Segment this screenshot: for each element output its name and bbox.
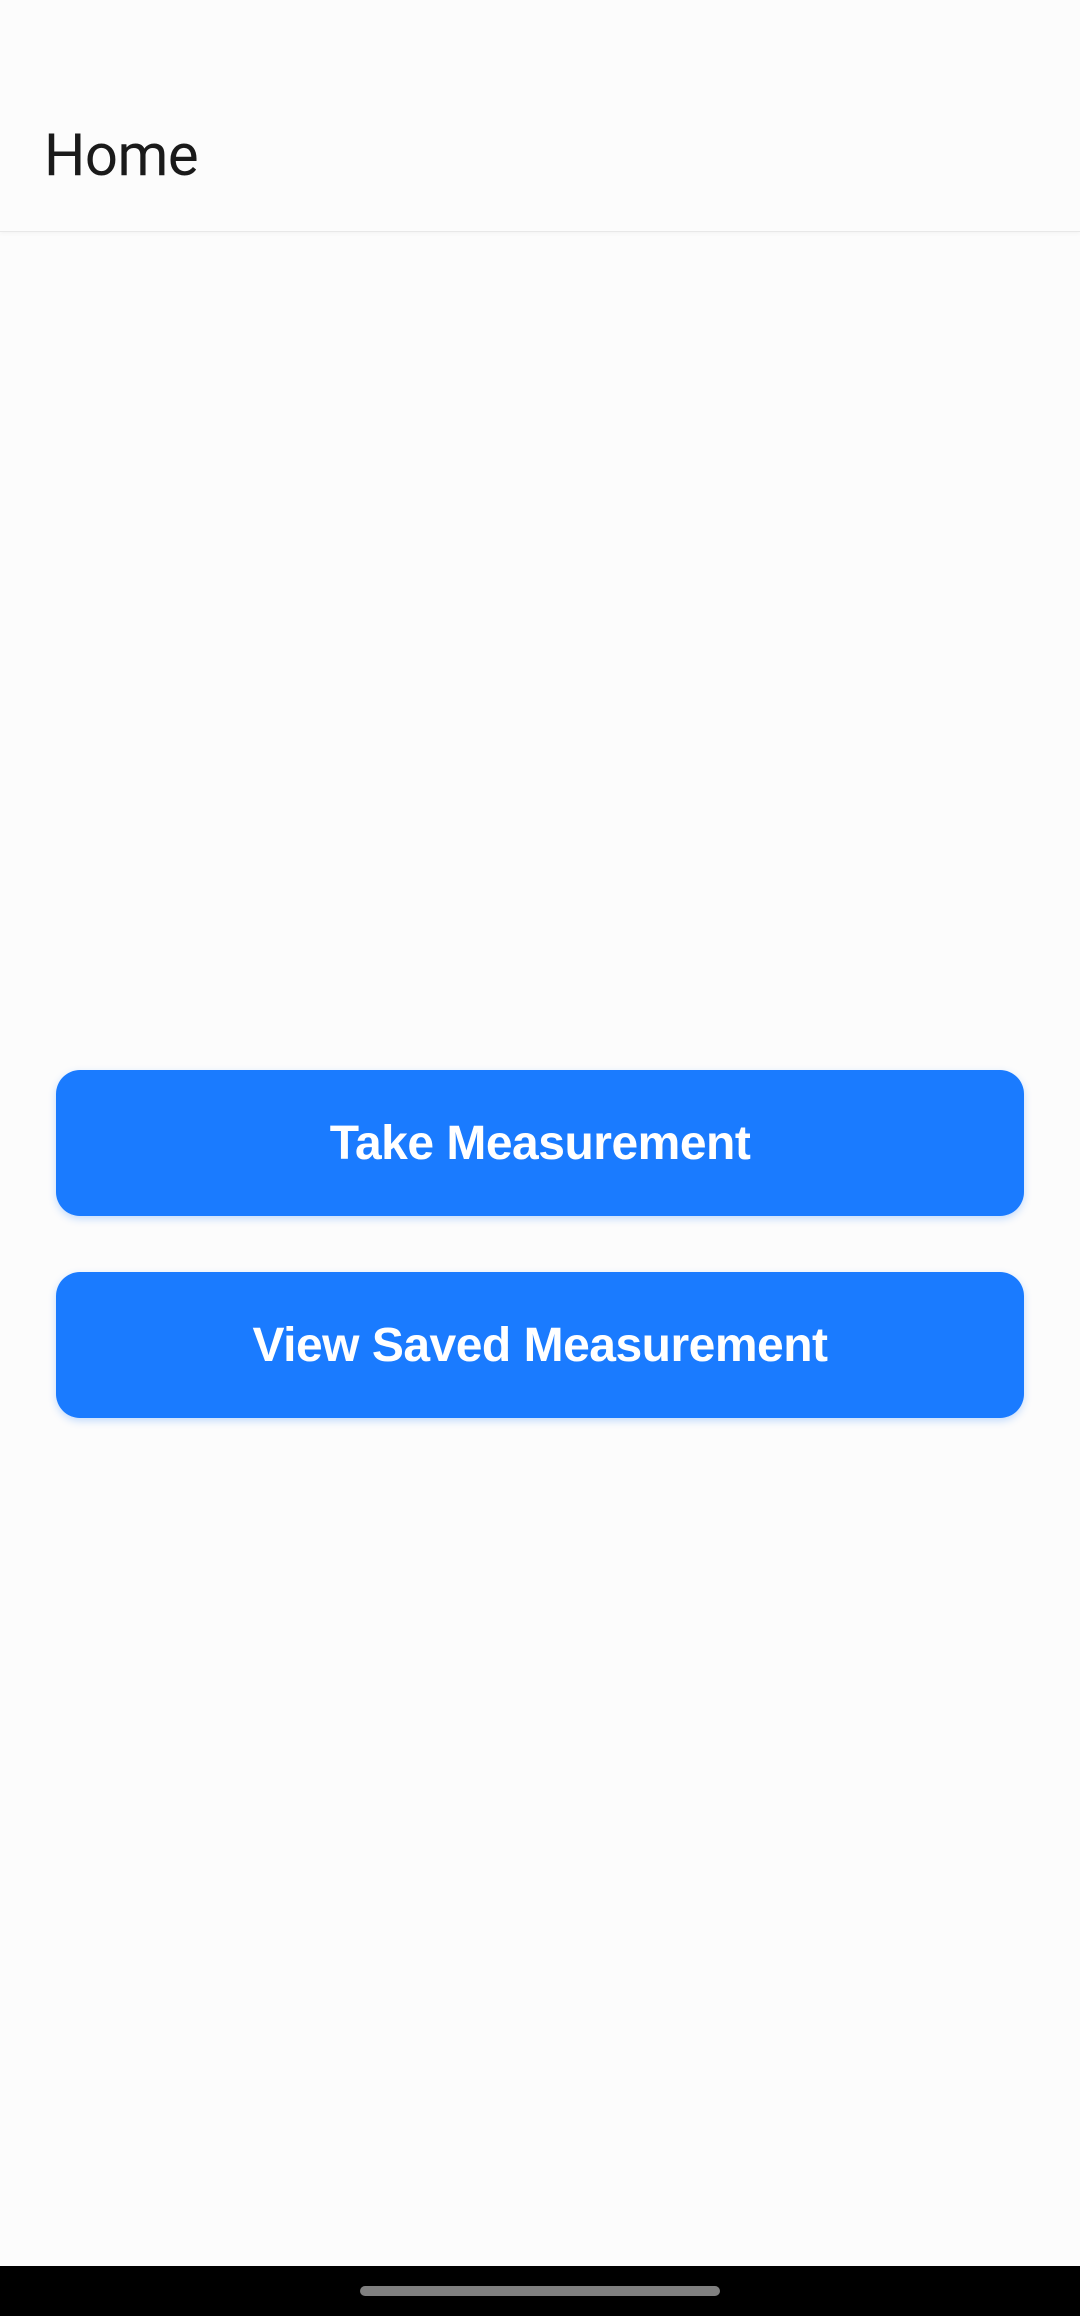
take-measurement-button[interactable]: Take Measurement	[56, 1070, 1024, 1216]
main-content: Take Measurement View Saved Measurement	[0, 172, 1080, 2316]
view-saved-measurement-button[interactable]: View Saved Measurement	[56, 1272, 1024, 1418]
navigation-bar	[0, 2266, 1080, 2316]
home-indicator[interactable]	[360, 2286, 720, 2296]
status-bar	[0, 0, 1080, 80]
